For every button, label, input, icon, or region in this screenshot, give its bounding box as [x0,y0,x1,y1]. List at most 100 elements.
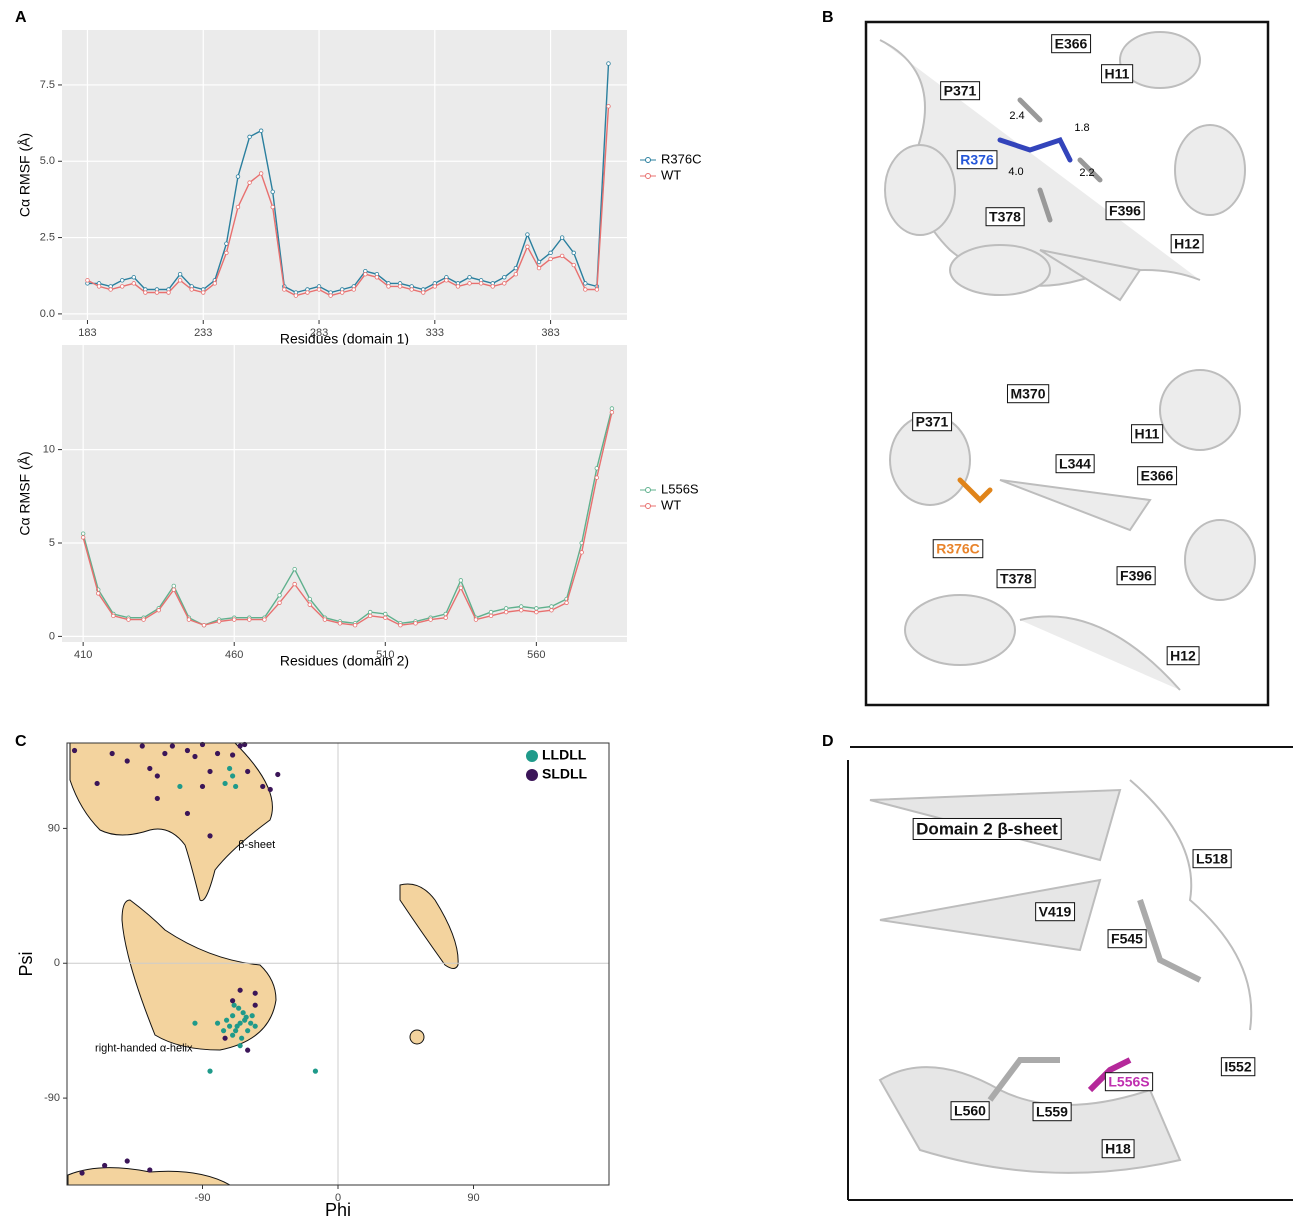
point [214,1020,221,1026]
series-line [87,63,610,294]
point [154,773,160,779]
annotation: β-sheet [238,839,275,851]
point [609,410,615,415]
point [339,290,345,295]
legend-marker [526,769,538,781]
label-box [1107,929,1147,949]
legend-label: WT [661,167,681,182]
point [534,609,539,615]
point [154,795,160,802]
point [525,232,530,237]
y-tick-label: 0.0 [40,308,55,320]
x-tick-label: -90 [195,1192,211,1204]
point [267,786,273,793]
point [571,262,576,268]
point [536,259,542,265]
point [609,406,615,411]
y-tick-label: 90 [48,822,60,834]
point [201,290,206,295]
residue-label: P371 [916,414,949,430]
point [102,1162,108,1169]
point [513,265,519,271]
point [199,783,206,790]
label-box [1006,384,1050,404]
point [177,278,183,283]
point [230,752,236,758]
point [536,265,542,271]
x-tick-label: 410 [74,649,92,661]
point [177,783,183,790]
point [262,617,267,622]
point [120,278,125,283]
point [162,750,168,757]
point [230,1013,236,1019]
label-box [932,539,984,559]
point [230,1032,236,1038]
label-box [956,150,998,170]
structure-b [864,20,1270,707]
point [245,768,251,775]
point [488,613,494,619]
point [328,293,333,298]
point [312,1068,319,1074]
label-box [1032,1102,1072,1122]
point [398,622,403,628]
point [237,987,243,993]
point [224,250,229,256]
label-box [1101,64,1134,84]
point [307,602,312,607]
label-box [940,81,981,101]
point [467,275,472,280]
point [270,204,275,210]
y-axis-title: Cα RMSF (Å) [17,451,33,535]
point [458,578,464,583]
point [235,174,241,179]
point [292,581,297,587]
point [277,600,282,605]
point [230,773,236,779]
point [143,290,148,295]
y-axis-title: Cα RMSF (Å) [17,133,33,217]
label-box [985,207,1025,227]
point [277,593,282,598]
point [108,287,113,292]
point [548,250,553,256]
point [239,1035,245,1041]
point [171,587,176,592]
point [80,531,86,536]
point [192,753,198,760]
point [247,180,252,185]
point [559,253,565,259]
y-axis-title: Psi [16,951,36,976]
series-line [82,412,613,626]
x-tick-label: 283 [310,327,328,339]
point [71,747,78,754]
point [248,1020,254,1026]
x-tick-label: 510 [376,649,394,661]
legend-marker [645,173,651,179]
residue-label: H11 [1135,426,1160,442]
point [534,606,539,611]
point [519,608,524,613]
point [236,1005,242,1011]
point [94,780,100,787]
label-box [1166,646,1200,666]
point [548,256,553,262]
series-line [82,408,613,626]
point [111,613,116,619]
point [207,833,213,839]
y-tick-label: 5 [49,537,55,549]
y-tick-label: -90 [44,1092,60,1104]
residue-label: I552 [1224,1059,1251,1075]
point [455,284,461,289]
label-box [1035,902,1076,922]
point [131,281,136,286]
point [352,622,358,628]
point [249,1013,255,1019]
point [237,1043,243,1049]
point [443,615,448,620]
x-axis-title: Phi [325,1200,351,1220]
legend-marker [645,503,651,509]
annotation: right-handed α-helix [95,1043,193,1055]
point [549,608,554,613]
